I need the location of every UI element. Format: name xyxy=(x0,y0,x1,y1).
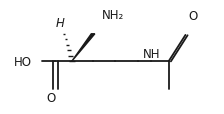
Text: HO: HO xyxy=(14,55,32,68)
Text: H: H xyxy=(55,17,64,30)
Text: NH: NH xyxy=(143,47,160,60)
Text: O: O xyxy=(46,91,55,104)
Polygon shape xyxy=(72,34,95,62)
Text: NH₂: NH₂ xyxy=(102,9,124,22)
Text: O: O xyxy=(189,10,198,23)
